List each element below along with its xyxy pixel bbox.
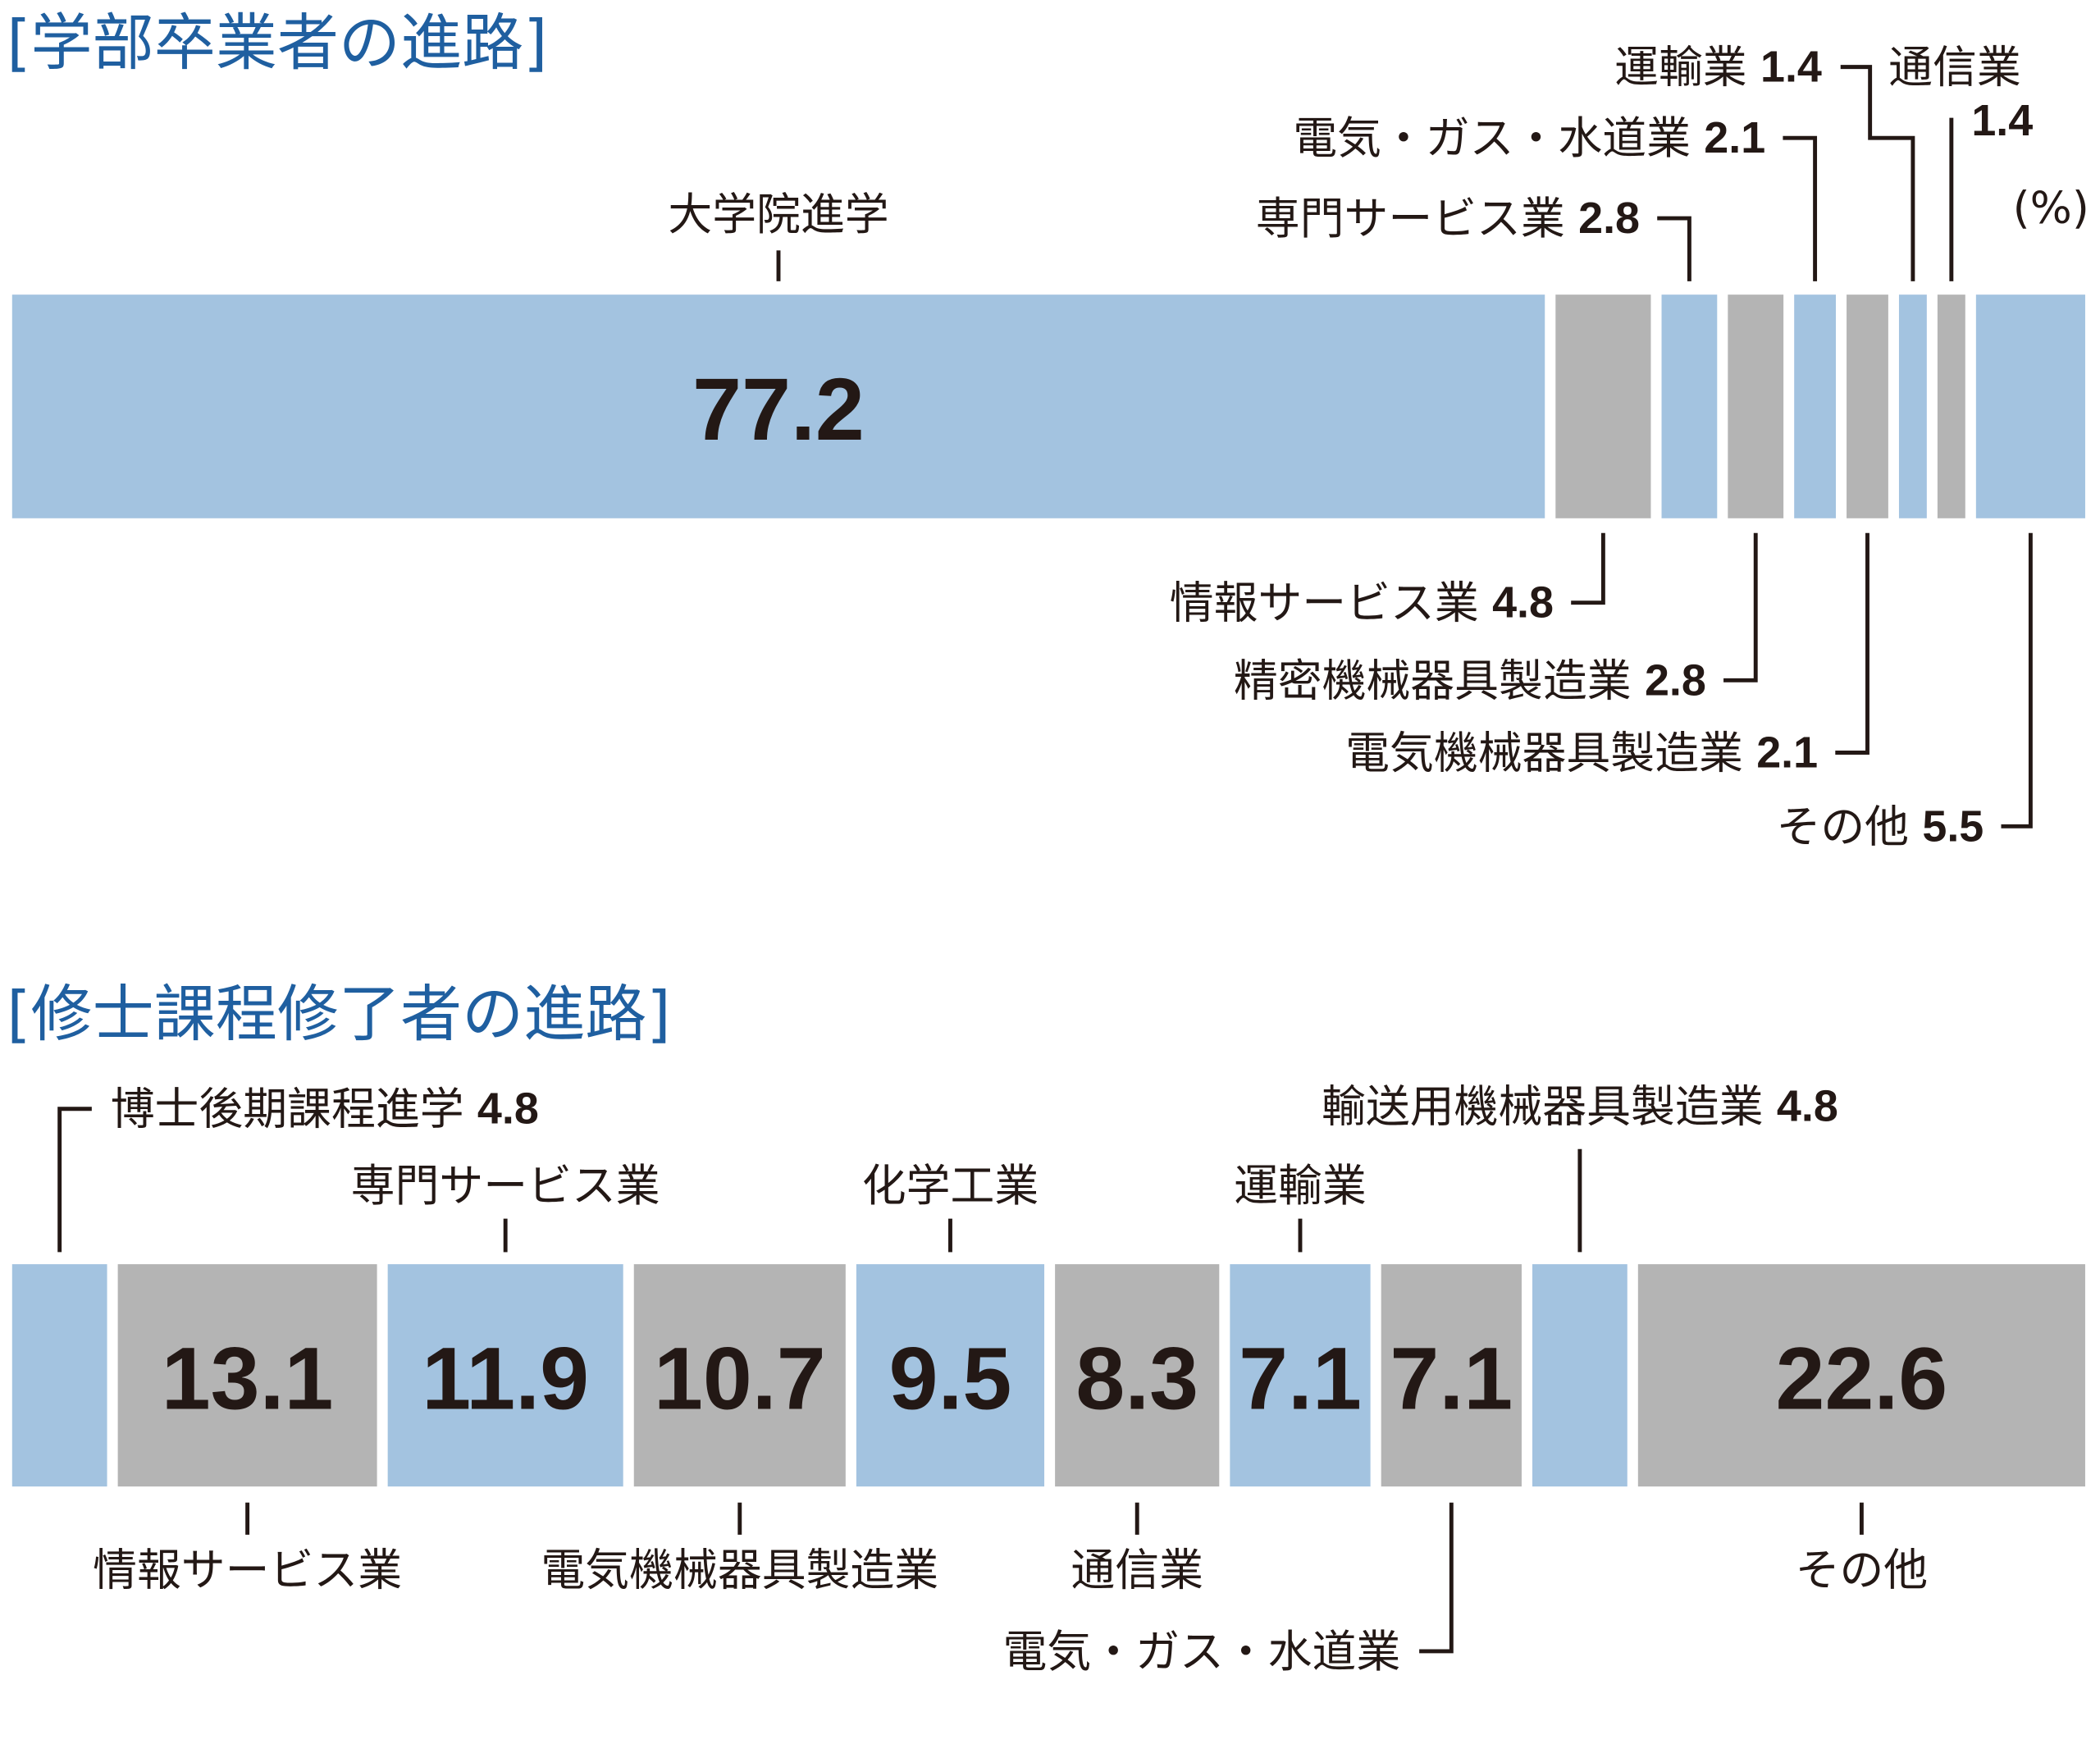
value-label: 4.8 xyxy=(1492,578,1554,628)
value-label: 4.8 xyxy=(1777,1081,1838,1130)
category-label: 専門サービス業 xyxy=(351,1159,660,1211)
value-label: 8.3 xyxy=(1075,1328,1198,1427)
category-name: 専門サービス業 xyxy=(1256,193,1565,244)
value-label: 22.6 xyxy=(1776,1328,1948,1427)
leader-line xyxy=(1840,65,1915,281)
category-label: 精密機械器具製造業 2.8 xyxy=(1234,655,1706,706)
leader-line xyxy=(1835,532,1869,755)
bar-segment xyxy=(117,1264,377,1487)
category-label: 電気機械器具製造業 xyxy=(541,1544,938,1596)
category-name: 精密機械器具製造業 xyxy=(1234,655,1632,706)
bar-segment xyxy=(1532,1264,1628,1487)
bar-segment xyxy=(1637,1264,2085,1487)
category-label: その他 5.5 xyxy=(1776,801,1984,852)
category-name: 電気・ガス・水道業 xyxy=(1293,112,1691,164)
category-label: 通信業 xyxy=(1071,1544,1203,1596)
category-label: 通信業 xyxy=(1888,41,2021,93)
leader-line xyxy=(1723,532,1758,682)
category-name: 通信業 xyxy=(1888,41,2021,93)
leader-line xyxy=(1783,135,1818,281)
category-label: 運輸業 1.4 xyxy=(1614,41,1822,93)
leader-line xyxy=(57,1107,92,1253)
value-label: 77.2 xyxy=(692,359,865,459)
value-label: 2.8 xyxy=(1578,194,1640,243)
category-name: その他 xyxy=(1776,801,1909,852)
bar-segment xyxy=(1847,294,1888,518)
category-label: 電気・ガス・水道業 xyxy=(1003,1625,1401,1677)
bar-segment xyxy=(1055,1264,1220,1487)
category-label: 情報サービス業 xyxy=(93,1544,402,1596)
bar-segment xyxy=(11,294,1545,518)
value-label: 1.4 xyxy=(1971,96,2033,145)
category-label: 博士後期課程進学 4.8 xyxy=(111,1083,539,1134)
leader-line xyxy=(1657,216,1691,281)
category-label: 輸送用機械器具製造業 4.8 xyxy=(1322,1080,1838,1132)
value-label: 11.9 xyxy=(422,1328,589,1427)
category-label: 専門サービス業 2.8 xyxy=(1256,193,1640,244)
bar-segment xyxy=(856,1264,1045,1487)
value-label: 7.1 xyxy=(1239,1328,1362,1427)
bar-segment xyxy=(1661,294,1718,518)
category-name: 通信業 xyxy=(1071,1544,1203,1596)
category-name: その他 xyxy=(1796,1544,1929,1596)
value-label: 5.5 xyxy=(1922,801,1984,851)
bar-segment xyxy=(1230,1264,1371,1487)
value-label: 4.8 xyxy=(477,1084,539,1134)
category-label: 情報サービス業 4.8 xyxy=(1170,577,1554,628)
value-label: 9.5 xyxy=(889,1328,1012,1427)
value-label: 7.1 xyxy=(1390,1328,1513,1427)
category-name: 運輸業 xyxy=(1614,41,1747,93)
unit-label: (%) xyxy=(2013,182,2089,234)
bar-segment xyxy=(1728,294,1784,518)
category-name: 専門サービス業 xyxy=(351,1159,660,1211)
category-label: 運輸業 xyxy=(1234,1159,1367,1211)
bar-segment xyxy=(1975,294,2085,518)
bar-segment xyxy=(387,1264,623,1487)
bar-segment xyxy=(1898,294,1927,518)
bar-segment xyxy=(633,1264,846,1487)
category-name: 電気機械器具製造業 xyxy=(1345,727,1743,778)
category-name: 情報サービス業 xyxy=(93,1544,402,1596)
category-name: 博士後期課程進学 xyxy=(111,1083,464,1134)
bar-segment xyxy=(1937,294,1965,518)
chart-title: [学部卒業者の進路] xyxy=(7,7,547,79)
category-name: 電気・ガス・水道業 xyxy=(1003,1625,1401,1677)
category-name: 輸送用機械器具製造業 xyxy=(1322,1080,1764,1132)
value-label: 13.1 xyxy=(162,1328,334,1427)
bar-segment xyxy=(1381,1264,1522,1487)
value-label: 2.1 xyxy=(1704,113,1765,162)
value-label: 10.7 xyxy=(654,1328,826,1427)
category-label: 電気・ガス・水道業 2.1 xyxy=(1293,112,1765,164)
category-name: 化学工業 xyxy=(862,1159,1039,1211)
value-label: 2.8 xyxy=(1645,655,1706,705)
bar-segment xyxy=(1555,294,1651,518)
category-label: その他 xyxy=(1796,1544,1929,1596)
bar-segment xyxy=(11,1264,107,1487)
category-name: 情報サービス業 xyxy=(1170,577,1479,628)
category-name: 運輸業 xyxy=(1234,1159,1367,1211)
value-label: 2.1 xyxy=(1756,728,1818,777)
leader-line xyxy=(1571,532,1605,605)
category-label: 大学院進学 xyxy=(668,189,888,240)
value-label: 1.4 xyxy=(1760,43,1822,92)
leader-line xyxy=(1419,1502,1454,1654)
category-label: 化学工業 xyxy=(862,1159,1039,1211)
chart-title: [修士課程修了者の進路] xyxy=(7,978,670,1050)
category-name: 大学院進学 xyxy=(668,189,888,240)
category-name: 電気機械器具製造業 xyxy=(541,1544,938,1596)
leader-line xyxy=(2001,532,2033,829)
bar-segment xyxy=(1794,294,1837,518)
category-label: 電気機械器具製造業 2.1 xyxy=(1345,727,1818,778)
